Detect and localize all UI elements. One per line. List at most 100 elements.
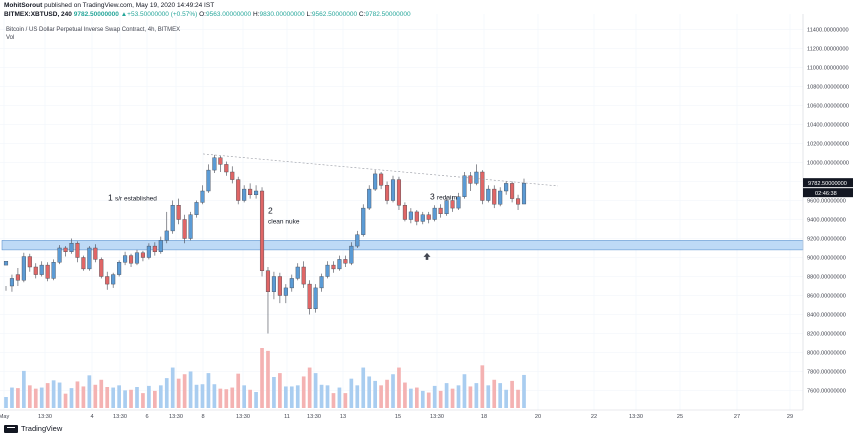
volume-bar (27, 385, 32, 408)
low-label: L: (306, 11, 312, 18)
candle-body (271, 276, 276, 292)
volume-bar (331, 393, 336, 408)
candle-body (277, 276, 282, 296)
candle-body (128, 255, 134, 264)
candle-body (152, 245, 157, 253)
candle-body (105, 276, 110, 285)
volume-bar (349, 378, 354, 408)
volume-bar (51, 380, 56, 408)
volume-bar (194, 384, 199, 408)
candle-body (51, 262, 56, 279)
candle-body (361, 207, 366, 235)
price-tick-label: 10800.00000000 (807, 85, 849, 91)
volume-bar (444, 383, 449, 408)
candle-body (331, 264, 336, 270)
candle-body (396, 179, 402, 206)
volume-bar (414, 387, 419, 408)
price-tick-label: 10400.00000000 (807, 123, 849, 129)
volume-bar (516, 389, 520, 408)
candle-body (176, 205, 181, 220)
volume-bar (486, 385, 491, 408)
candle-body (504, 183, 509, 192)
candle-body (307, 283, 312, 310)
candle-body (313, 287, 318, 309)
candle-body (15, 274, 20, 281)
volume-bar (10, 387, 14, 408)
candle-body (283, 287, 288, 296)
candle-body (21, 256, 26, 281)
volume-bar (218, 388, 223, 408)
candle-body (510, 183, 515, 199)
volume-bar (319, 384, 324, 408)
volume-bar (307, 367, 312, 408)
candle-body (349, 245, 354, 264)
annotation-text: s/r established (115, 196, 157, 203)
last-price-box (803, 178, 853, 188)
time-tick-label: 8 (201, 414, 204, 420)
candle-body (81, 257, 86, 270)
time-tick-label: 29 (787, 414, 793, 420)
candle-body (206, 169, 211, 192)
volume-bar (397, 367, 401, 408)
price-axis[interactable]: 11400.00000000 11200.00000000 11000.000000… (807, 28, 849, 395)
candle-body (420, 214, 425, 222)
volume-bar (510, 380, 514, 408)
volume-bar (45, 383, 50, 408)
volume-bar (111, 387, 116, 408)
candle-body (474, 171, 479, 184)
volume-bar (242, 385, 247, 408)
candle-body (236, 179, 241, 201)
volume-bar (409, 388, 413, 408)
time-tick-label: 13:30 (430, 414, 444, 420)
candle-body (319, 276, 324, 289)
annotations: 1 s/r established 2 clean nuke 3 redaim (108, 192, 457, 226)
volume-bar (147, 385, 151, 408)
candle-body (402, 205, 407, 220)
volume-bar (141, 393, 145, 408)
time-tick-label: 22 (591, 414, 597, 420)
support-zone (1, 240, 804, 251)
candle-body (486, 188, 491, 201)
candle-body (343, 259, 348, 264)
volume-bar (355, 385, 360, 408)
candle-body (414, 211, 419, 222)
candle-body (39, 264, 44, 275)
candle-body (259, 190, 265, 272)
volume-bar (283, 386, 288, 408)
time-tick-label: 20 (535, 414, 541, 420)
up-arrow-icon (423, 252, 431, 260)
series-legend: Bitcoin / US Dollar Perpetual Inverse Sw… (6, 27, 180, 33)
open-label: O: (199, 11, 206, 18)
candle-body (367, 188, 372, 209)
price-tick-label: 10200.00000000 (807, 142, 849, 148)
time-axis[interactable]: May 13:30 4 13:30 6 13:30 8 13:30 11 13:30 13 15 13:… (0, 414, 793, 420)
volume-bar (254, 392, 258, 408)
volume-bar (4, 397, 8, 408)
price-tick-label: 11000.00000000 (807, 66, 849, 72)
volume-bar (153, 390, 157, 408)
volume-bar (373, 380, 377, 408)
volume-bar (492, 379, 497, 408)
volume-bar (224, 389, 229, 408)
candle-body (9, 278, 14, 287)
candle-body (99, 259, 104, 277)
annotation-number: 2 (268, 205, 273, 215)
publish-line: published on TradingView.com, May 19, 20… (42, 2, 215, 9)
candle-body (140, 252, 145, 258)
candle-body (45, 264, 50, 279)
countdown-text: 02:46:38 (815, 191, 837, 197)
volume-bar (135, 387, 139, 408)
volume-bar (69, 388, 74, 408)
volume-bar (164, 378, 169, 408)
candle-body (390, 179, 396, 201)
volume-bar (385, 379, 389, 408)
candle-body (462, 175, 467, 197)
candle-body (87, 247, 92, 270)
price-tick-label: 8000.00000000 (807, 351, 846, 357)
trendline (202, 153, 559, 187)
time-tick-label: 13:30 (169, 414, 183, 420)
candle-body (337, 259, 342, 270)
candle-body (498, 190, 503, 205)
annotation-text: redaim (437, 195, 457, 202)
